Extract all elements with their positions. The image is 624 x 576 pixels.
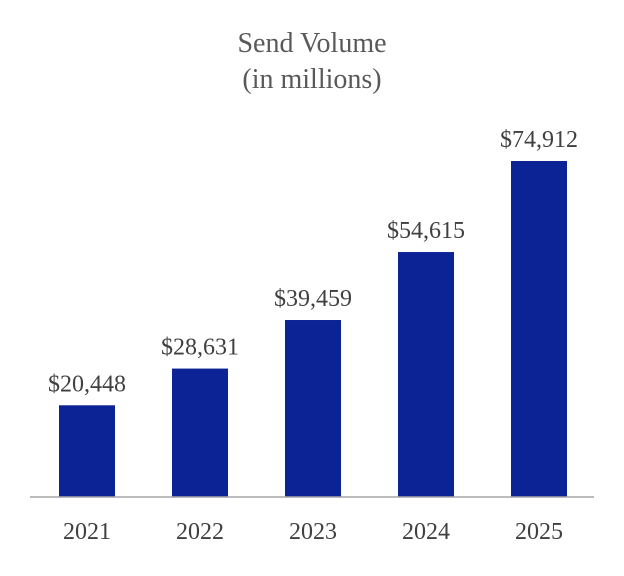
bar-2022	[172, 368, 228, 497]
bar-2024	[398, 252, 454, 497]
tick-labels-group: 2021 2022 2023 2024 2025	[63, 519, 563, 545]
chart-title-block: Send Volume (in millions)	[0, 26, 624, 98]
value-label-2025: $74,912	[500, 127, 578, 153]
chart-subtitle: (in millions)	[242, 64, 382, 95]
value-label-2023: $39,459	[274, 286, 352, 312]
value-label-2024: $54,615	[387, 218, 465, 244]
chart-title: Send Volume	[237, 28, 387, 59]
x-tick-label-2022: 2022	[176, 519, 224, 545]
x-tick-label-2021: 2021	[63, 519, 111, 545]
value-label-2021: $20,448	[48, 371, 126, 397]
x-tick-label-2023: 2023	[289, 519, 337, 545]
value-labels-group: $20,448 $28,631 $39,459 $54,615 $74,912	[48, 127, 578, 397]
bars-group	[59, 161, 567, 497]
x-tick-label-2025: 2025	[515, 519, 563, 545]
x-tick-label-2024: 2024	[402, 519, 450, 545]
bar-2023	[285, 320, 341, 497]
bar-2021	[59, 405, 115, 497]
value-label-2022: $28,631	[161, 335, 239, 361]
bar-2025	[511, 161, 567, 497]
